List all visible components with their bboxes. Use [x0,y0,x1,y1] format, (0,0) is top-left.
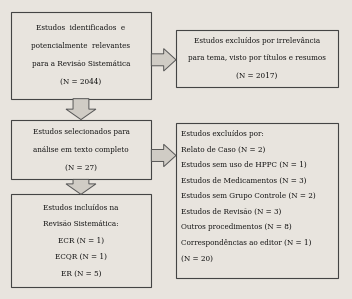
Text: (N = 27): (N = 27) [65,164,97,171]
Text: (N = 2017): (N = 2017) [236,72,278,80]
Text: para tema, visto por títulos e resumos: para tema, visto por títulos e resumos [188,54,326,62]
Text: Estudos de Medicamentos (N = 3): Estudos de Medicamentos (N = 3) [181,177,307,185]
Text: ECQR (N = 1): ECQR (N = 1) [55,253,107,261]
Text: Estudos  identificados  e: Estudos identificados e [36,25,126,32]
Text: para a Revisão Sistemática: para a Revisão Sistemática [32,60,130,68]
Text: Estudos de Revisão (N = 3): Estudos de Revisão (N = 3) [181,208,282,216]
FancyBboxPatch shape [11,12,151,99]
Text: potencialmente  relevantes: potencialmente relevantes [31,42,131,50]
FancyBboxPatch shape [176,30,338,87]
Text: (N = 20): (N = 20) [181,254,213,263]
Text: Outros procedimentos (N = 8): Outros procedimentos (N = 8) [181,223,292,231]
Polygon shape [151,49,176,71]
Polygon shape [66,179,96,194]
Text: Estudos incluídos na: Estudos incluídos na [43,204,119,212]
Polygon shape [66,99,96,120]
Text: Correspondências ao editor (N = 1): Correspondências ao editor (N = 1) [181,239,312,247]
Text: Estudos excluídos por:: Estudos excluídos por: [181,130,264,138]
FancyBboxPatch shape [176,123,338,278]
Text: Estudos sem Grupo Controle (N = 2): Estudos sem Grupo Controle (N = 2) [181,192,316,200]
Text: ECR (N = 1): ECR (N = 1) [58,237,104,245]
Polygon shape [151,144,176,167]
Text: Estudos sem uso de HPPC (N = 1): Estudos sem uso de HPPC (N = 1) [181,161,307,169]
Text: (N = 2044): (N = 2044) [60,78,102,86]
Text: análise em texto completo: análise em texto completo [33,146,129,153]
Text: Estudos selecionados para: Estudos selecionados para [32,128,130,135]
Text: Estudos excluídos por irrelevância: Estudos excluídos por irrelevância [194,37,320,45]
Text: Revisão Sistemática:: Revisão Sistemática: [43,220,119,228]
FancyBboxPatch shape [11,194,151,287]
Text: Relato de Caso (N = 2): Relato de Caso (N = 2) [181,146,266,154]
FancyBboxPatch shape [11,120,151,179]
Text: ER (N = 5): ER (N = 5) [61,270,101,277]
